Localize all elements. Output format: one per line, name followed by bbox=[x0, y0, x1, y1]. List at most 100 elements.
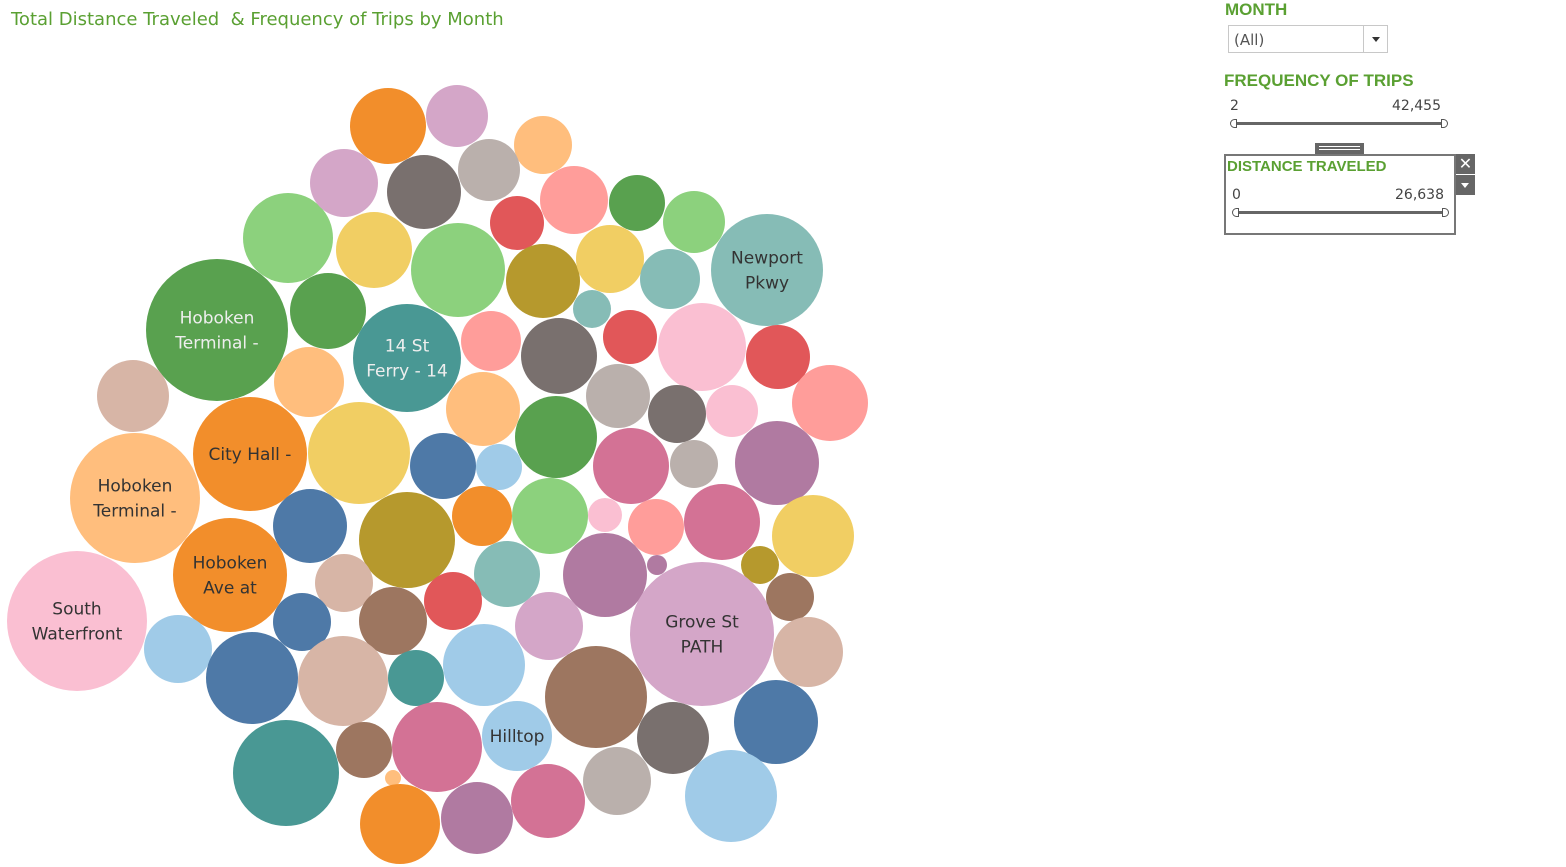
bubble-mark[interactable] bbox=[685, 750, 777, 842]
bubble-mark[interactable] bbox=[273, 489, 347, 563]
bubble-mark[interactable] bbox=[385, 770, 401, 786]
bubble-mark[interactable] bbox=[540, 166, 608, 234]
bubble-mark[interactable] bbox=[711, 214, 823, 326]
bubble-mark[interactable] bbox=[741, 546, 779, 584]
bubble-mark[interactable] bbox=[515, 592, 583, 660]
bubble-label: Hoboken Terminal - bbox=[92, 477, 176, 522]
bubble-mark[interactable] bbox=[515, 396, 597, 478]
frequency-slider-min-handle[interactable] bbox=[1230, 119, 1237, 128]
bubble-mark[interactable] bbox=[461, 311, 521, 371]
bubble-mark[interactable] bbox=[144, 615, 212, 683]
close-icon[interactable]: ✕ bbox=[1456, 154, 1475, 174]
bubble-mark[interactable] bbox=[521, 318, 597, 394]
bubble-mark[interactable] bbox=[734, 680, 818, 764]
bubble-mark[interactable] bbox=[684, 484, 760, 560]
chevron-down-icon[interactable] bbox=[1363, 26, 1387, 52]
bubble-mark[interactable] bbox=[663, 191, 725, 253]
bubble-mark[interactable] bbox=[97, 360, 169, 432]
bubble-mark[interactable] bbox=[746, 325, 810, 389]
bubble-mark[interactable] bbox=[735, 421, 819, 505]
frequency-slider-max-handle[interactable] bbox=[1441, 119, 1448, 128]
bubble-mark[interactable] bbox=[706, 385, 758, 437]
bubble-mark[interactable] bbox=[353, 304, 461, 412]
bubble-mark[interactable] bbox=[315, 554, 373, 612]
bubble-mark[interactable] bbox=[273, 593, 331, 651]
bubble-label: 14 St Ferry - 14 bbox=[366, 337, 448, 382]
bubble-mark[interactable] bbox=[593, 428, 669, 504]
bubble-mark[interactable] bbox=[511, 764, 585, 838]
bubble-mark[interactable] bbox=[458, 139, 520, 201]
bubble-mark[interactable] bbox=[426, 85, 488, 147]
bubble-mark[interactable] bbox=[388, 650, 444, 706]
bubble-mark[interactable] bbox=[336, 722, 392, 778]
bubble-mark[interactable] bbox=[588, 498, 622, 532]
bubble-mark[interactable] bbox=[206, 632, 298, 724]
bubble-mark[interactable] bbox=[70, 433, 200, 563]
bubble-mark[interactable] bbox=[424, 572, 482, 630]
bubble-mark[interactable] bbox=[392, 702, 482, 792]
bubble-mark[interactable] bbox=[506, 244, 580, 318]
month-filter-title: MONTH bbox=[1225, 0, 1288, 19]
bubble-mark[interactable] bbox=[298, 636, 388, 726]
bubble-mark[interactable] bbox=[359, 587, 427, 655]
bubble-mark[interactable] bbox=[360, 784, 440, 864]
bubble-mark[interactable] bbox=[545, 646, 647, 748]
bubble-mark[interactable] bbox=[476, 444, 522, 490]
bubble-mark[interactable] bbox=[609, 175, 665, 231]
bubble-mark[interactable] bbox=[474, 541, 540, 607]
bubble-mark[interactable] bbox=[410, 433, 476, 499]
chart-title: Total Distance Traveled & Frequency of T… bbox=[11, 9, 504, 30]
bubble-mark[interactable] bbox=[603, 310, 657, 364]
bubble-mark[interactable] bbox=[446, 372, 520, 446]
bubble-mark[interactable] bbox=[576, 225, 644, 293]
bubble-mark[interactable] bbox=[766, 573, 814, 621]
drag-grip-icon[interactable] bbox=[1315, 143, 1364, 154]
bubble-mark[interactable] bbox=[514, 116, 572, 174]
bubble-mark[interactable] bbox=[274, 347, 344, 417]
bubble-mark[interactable] bbox=[310, 149, 378, 217]
bubble-mark[interactable] bbox=[243, 193, 333, 283]
bubble-mark[interactable] bbox=[583, 747, 651, 815]
bubble-mark[interactable] bbox=[443, 624, 525, 706]
bubble-mark[interactable] bbox=[173, 518, 287, 632]
bubble-mark[interactable] bbox=[792, 365, 868, 441]
bubble-mark[interactable] bbox=[308, 402, 410, 504]
bubble-mark[interactable] bbox=[637, 702, 709, 774]
bubble-mark[interactable] bbox=[7, 551, 147, 691]
bubble-mark[interactable] bbox=[573, 290, 611, 328]
bubble-mark[interactable] bbox=[233, 720, 339, 826]
bubble-mark[interactable] bbox=[648, 385, 706, 443]
bubble-label: Newport Pkwy bbox=[731, 249, 803, 294]
bubble-mark[interactable] bbox=[647, 555, 667, 575]
bubble-mark[interactable] bbox=[387, 155, 461, 229]
month-select[interactable]: (All) bbox=[1228, 25, 1388, 53]
bubble-mark[interactable] bbox=[290, 273, 366, 349]
bubble-mark[interactable] bbox=[441, 782, 513, 854]
menu-dropdown-icon[interactable] bbox=[1456, 175, 1475, 195]
bubble-mark[interactable] bbox=[640, 249, 700, 309]
bubble-mark[interactable] bbox=[563, 533, 647, 617]
bubble-mark[interactable] bbox=[146, 259, 288, 401]
bubble-mark[interactable] bbox=[630, 562, 774, 706]
bubble-mark[interactable] bbox=[452, 486, 512, 546]
bubble-mark[interactable] bbox=[350, 88, 426, 164]
distance-slider-max-handle[interactable] bbox=[1442, 208, 1449, 217]
bubble-mark[interactable] bbox=[411, 223, 505, 317]
distance-min-value: 0 bbox=[1232, 187, 1241, 203]
bubble-chart: Newport Pkwy Hoboken Terminal - 14 St Ferry -… bbox=[7, 85, 868, 864]
bubble-mark[interactable] bbox=[772, 495, 854, 577]
bubble-mark[interactable] bbox=[773, 617, 843, 687]
bubble-mark[interactable] bbox=[586, 364, 650, 428]
bubble-mark[interactable] bbox=[490, 196, 544, 250]
bubble-mark[interactable] bbox=[482, 701, 552, 771]
bubble-mark[interactable] bbox=[658, 303, 746, 391]
bubble-mark[interactable] bbox=[193, 397, 307, 511]
distance-slider-track[interactable] bbox=[1236, 211, 1446, 214]
bubble-mark[interactable] bbox=[628, 499, 684, 555]
bubble-mark[interactable] bbox=[336, 212, 412, 288]
bubble-mark[interactable] bbox=[670, 440, 718, 488]
frequency-slider-track[interactable] bbox=[1234, 122, 1446, 125]
bubble-mark[interactable] bbox=[512, 478, 588, 554]
distance-slider-min-handle[interactable] bbox=[1232, 208, 1239, 217]
bubble-mark[interactable] bbox=[359, 492, 455, 588]
